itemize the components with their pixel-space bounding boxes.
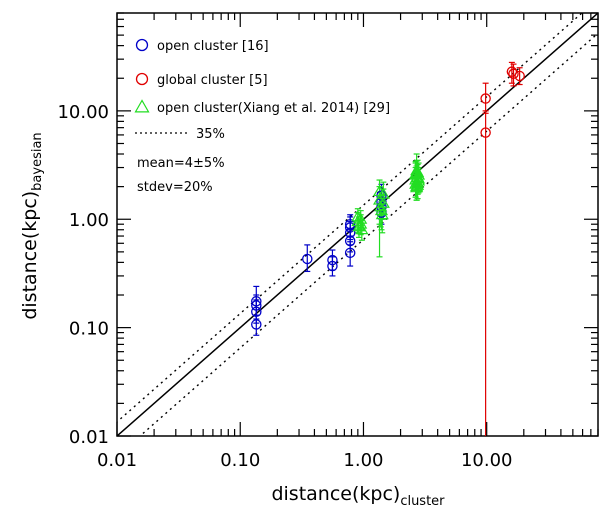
data-markers — [251, 66, 525, 330]
y-axis-title-sub: bayesian — [30, 132, 45, 191]
data-point-triangle — [355, 223, 369, 235]
data-point-triangle — [374, 203, 389, 216]
data-point-circle — [251, 300, 262, 311]
x-tick-label: 0.01 — [97, 450, 137, 471]
data-point-circle — [344, 227, 356, 239]
x-axis-title-main: distance(kpc) — [271, 483, 400, 505]
data-point-circle — [344, 235, 356, 247]
mean-annotation: mean=4±5% — [137, 156, 225, 171]
data-point-triangle — [411, 178, 425, 190]
legend-label: open cluster(Xiang et al. 2014) [29] — [157, 101, 390, 116]
y-tick-label: 1.00 — [69, 210, 109, 231]
legend-marker-circle — [135, 38, 149, 52]
legend-dotted-label: 35% — [196, 127, 225, 142]
legend-dotted-entry: 35% — [135, 127, 225, 142]
data-point-circle — [251, 296, 262, 307]
stdev-annotation: stdev=20% — [137, 180, 213, 195]
x-axis-title-sub: cluster — [400, 494, 445, 509]
x-tick-label: 1.00 — [343, 450, 383, 471]
legend-label: global cluster [5] — [157, 73, 268, 88]
y-tick-label: 10.00 — [57, 102, 109, 123]
data-point-circle — [327, 260, 338, 272]
tick-labels: 0.01 0.10 1.00 10.00 0.01 0.10 1.00 10.00 — [57, 102, 512, 471]
x-tick-label: 0.10 — [220, 450, 260, 471]
one-to-one-line — [117, 13, 598, 436]
data-point-triangle — [376, 196, 390, 208]
data-point-circle — [514, 70, 525, 82]
x-axis-title: distance(kpc)cluster — [271, 483, 445, 509]
data-point-circle — [327, 254, 338, 266]
data-point-circle — [480, 93, 491, 104]
axis-ticks — [116, 12, 599, 437]
legend-marker-triangle — [134, 99, 150, 113]
data-point-triangle — [409, 177, 423, 189]
data-point-circle — [480, 127, 491, 138]
legend-marker-circle — [135, 72, 149, 86]
y-tick-label: 0.01 — [69, 427, 109, 448]
error-bars — [253, 61, 523, 436]
data-point-circle — [302, 253, 313, 265]
data-point-triangle — [375, 208, 389, 220]
data-point-circle — [508, 68, 519, 80]
data-point-circle — [506, 66, 518, 77]
legend: open cluster [16] global cluster [5] open … — [134, 38, 390, 116]
data-point-triangle — [410, 166, 424, 178]
data-point-triangle — [354, 217, 368, 229]
y-tick-label: 0.10 — [69, 319, 109, 340]
legend-label: open cluster [16] — [157, 39, 269, 54]
y-axis-title: distance(kpc)bayesian — [19, 132, 45, 319]
x-tick-label: 10.00 — [461, 450, 513, 471]
data-point-triangle — [354, 212, 368, 224]
data-point-triangle — [351, 210, 365, 222]
data-point-circle — [251, 306, 262, 318]
data-point-circle — [251, 319, 262, 330]
data-point-triangle — [351, 214, 365, 227]
data-point-circle — [344, 247, 356, 259]
y-axis-title-main: distance(kpc) — [19, 191, 41, 320]
